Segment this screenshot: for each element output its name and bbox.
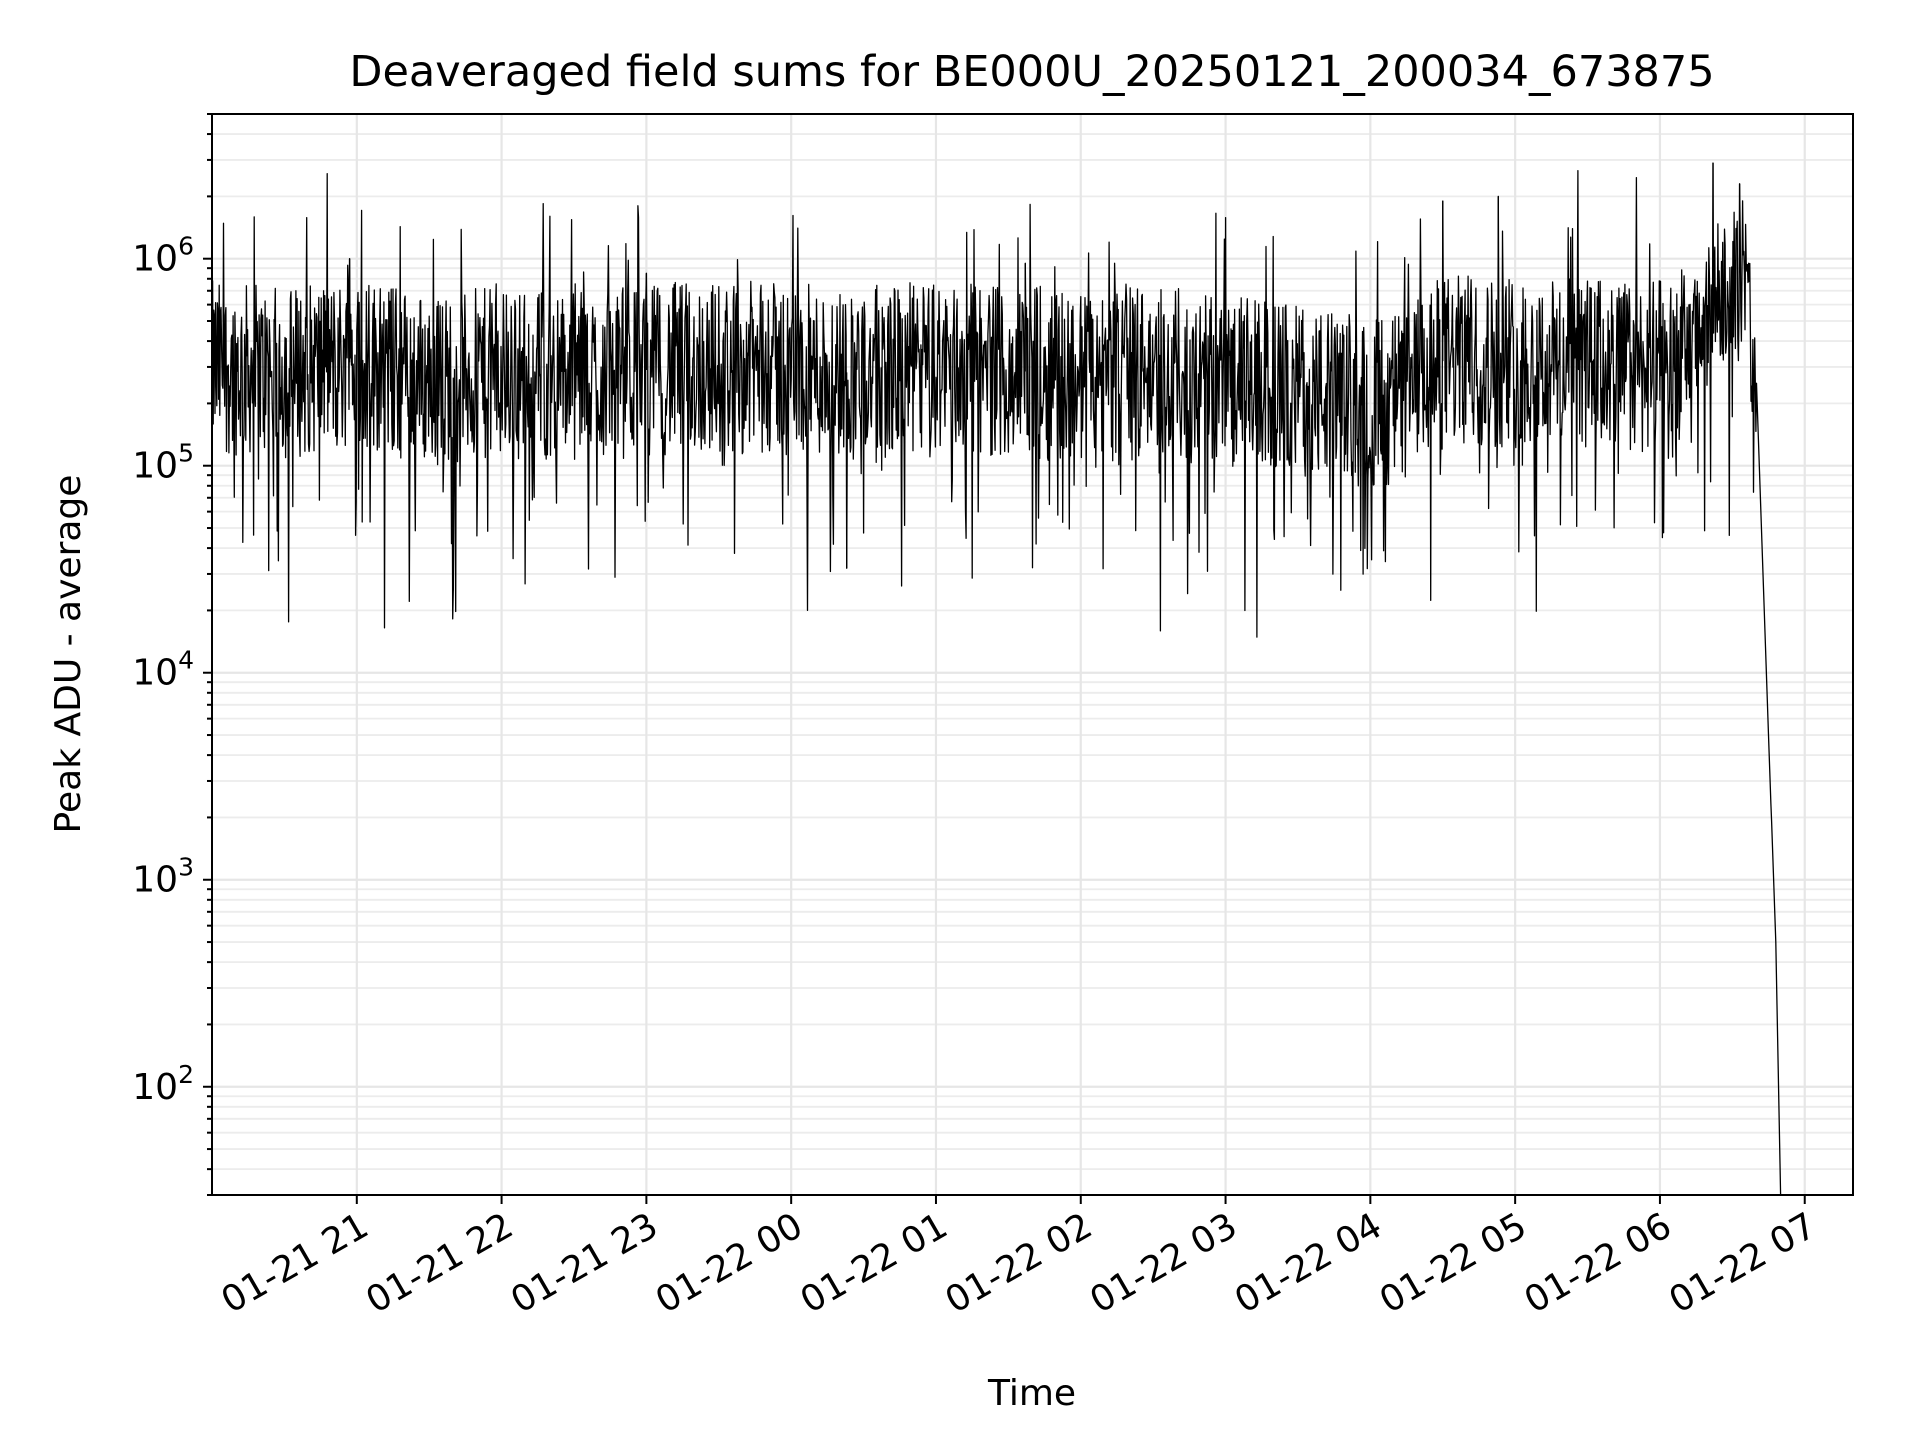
y-tick-label: 105 [132,439,194,487]
y-tick-label: 103 [132,853,194,901]
y-axis-label: Peak ADU - average [48,475,89,834]
x-axis-label: Time [987,1373,1076,1414]
y-tick-label: 104 [132,646,194,694]
series-layer [211,162,1782,1196]
y-tick-label: 106 [132,232,194,280]
y-axis-ticks: 102 103 104 105 106 [132,113,212,1196]
series-line [211,162,1782,1196]
chart-title: Deaveraged field sums for BE000U_2025012… [349,47,1714,97]
y-tick-label: 102 [132,1060,194,1108]
plot-frame [211,113,1854,1196]
